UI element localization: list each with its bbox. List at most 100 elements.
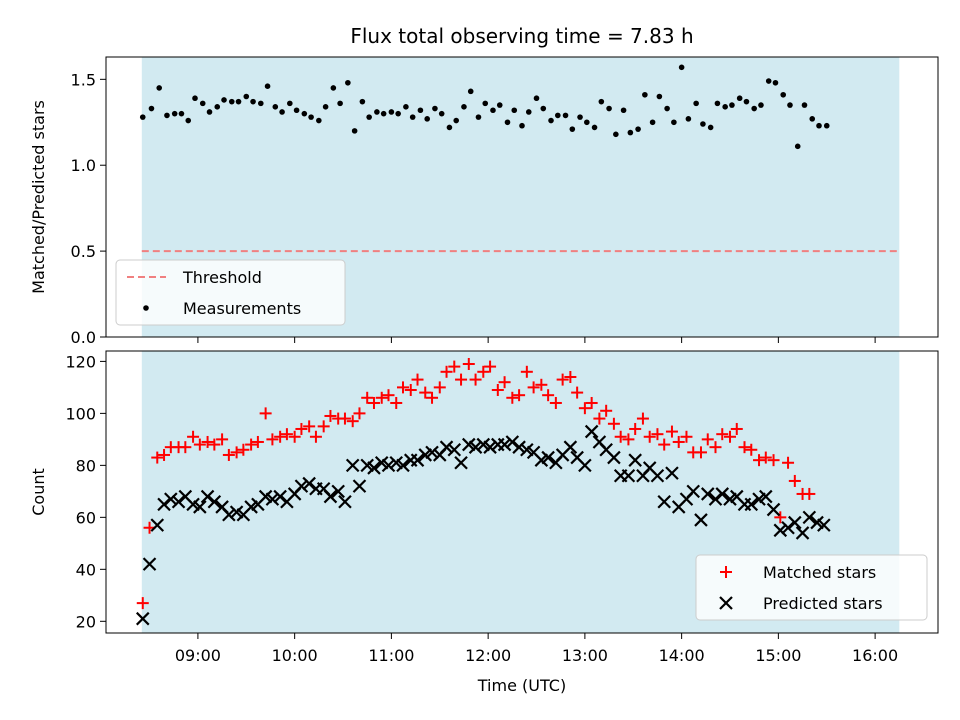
matched-star-point [375, 391, 388, 404]
matched-star-point [527, 381, 540, 394]
matched-star-point [607, 417, 620, 430]
predicted-star-point [650, 468, 665, 483]
x-tick-label: 14:00 [659, 646, 705, 665]
measurement-point [554, 112, 561, 119]
measurement-point [475, 114, 482, 120]
matched-star-point [782, 456, 795, 469]
matched-star-point [208, 438, 221, 451]
y-tick-label: 0.0 [71, 328, 96, 347]
measurement-point [533, 95, 540, 102]
predicted-star-point [331, 484, 345, 499]
predicted-star-point [345, 458, 360, 473]
measurement-point [453, 117, 460, 124]
predicted-star-point [410, 453, 425, 467]
matched-star-point [419, 386, 432, 399]
matched-star-point [338, 412, 351, 425]
measurement-point [482, 100, 489, 107]
measurement-point [700, 121, 706, 127]
predicted-star-point [157, 497, 171, 512]
predicted-star-point [323, 489, 338, 504]
measurement-point [228, 98, 235, 105]
measurement-point [635, 126, 641, 132]
matched-star-point [462, 357, 475, 370]
matched-star-point [774, 511, 787, 524]
predicted-star-point [352, 479, 367, 493]
predicted-stars-points [135, 424, 831, 626]
matched-star-point [724, 430, 736, 443]
measurement-point [707, 124, 714, 131]
predicted-star-point [694, 513, 708, 527]
predicted-star-point [795, 526, 810, 540]
matched-star-point [245, 438, 258, 451]
measurement-point [693, 100, 699, 107]
matched-star-point [767, 454, 780, 467]
predicted-star-point [607, 450, 621, 465]
matched-star-point [694, 446, 707, 459]
matched-star-point [367, 396, 380, 409]
matched-star-point [759, 451, 772, 464]
matched-star-point [426, 391, 439, 404]
count-legend-box [695, 554, 928, 621]
predicted-star-point [628, 453, 642, 467]
predicted-star-point [265, 492, 280, 506]
measurement-point [316, 117, 322, 124]
ratio-axes-frame [105, 56, 939, 338]
measurement-point [308, 114, 314, 120]
measurement-point [345, 79, 351, 86]
measurement-point [722, 104, 728, 110]
measurement-point [156, 85, 163, 91]
predicted-star-point [447, 442, 462, 457]
measurement-point [461, 104, 467, 110]
measurement-point [250, 98, 256, 105]
x-tick-label: 15:00 [755, 646, 801, 665]
matched-star-point [440, 365, 453, 378]
matched-star-point [346, 415, 359, 428]
measurement-point [511, 107, 518, 114]
count-axes-frame [105, 350, 939, 634]
predicted-star-point [200, 489, 215, 504]
matched-star-point [564, 370, 577, 383]
matched-star-point [571, 386, 584, 399]
measurement-point [598, 98, 605, 105]
measurement-point [221, 97, 227, 103]
matched-star-point [600, 404, 613, 417]
predicted-star-point [584, 424, 599, 439]
ratio-legend: Threshold Measurements [115, 259, 346, 326]
measurement-point [591, 124, 598, 131]
measurement-point [432, 105, 438, 112]
y-tick-label: 0.5 [71, 242, 96, 261]
matched-star-point [259, 407, 272, 420]
measurement-point [765, 78, 772, 84]
matched-star-point [390, 396, 403, 409]
predicted-star-point [396, 458, 410, 473]
matched-star-point [448, 360, 461, 373]
x-tick-label: 11:00 [368, 646, 414, 665]
matched-star-point [151, 451, 164, 464]
matched-star-point [701, 433, 714, 446]
measurement-points [139, 64, 830, 150]
measurement-point [649, 119, 656, 126]
measurement-point [664, 105, 670, 112]
predicted-star-point [744, 497, 759, 512]
matched-star-point [513, 389, 526, 402]
matched-star-point [535, 378, 548, 391]
x-axis-label: Time (UTC) [477, 676, 566, 695]
matched-star-point [680, 430, 693, 443]
measurement-point [656, 93, 663, 100]
matched-star-point [230, 446, 243, 459]
matched-star-point [788, 474, 801, 487]
matched-star-point [455, 373, 468, 386]
matched-star-point [433, 381, 446, 394]
matched-star-point [274, 430, 287, 443]
matched-star-point [397, 381, 410, 394]
measurement-point [519, 122, 525, 129]
predicted-star-point [578, 458, 592, 473]
measurement-point [366, 114, 372, 120]
matched-star-point [520, 365, 533, 378]
matched-stars-legend-swatch [720, 566, 732, 578]
y-tick-label: 80 [76, 456, 96, 475]
measurement-point [235, 98, 242, 105]
measurement-point [780, 91, 787, 98]
predicted-star-point [425, 445, 439, 460]
measurement-point [403, 104, 409, 110]
